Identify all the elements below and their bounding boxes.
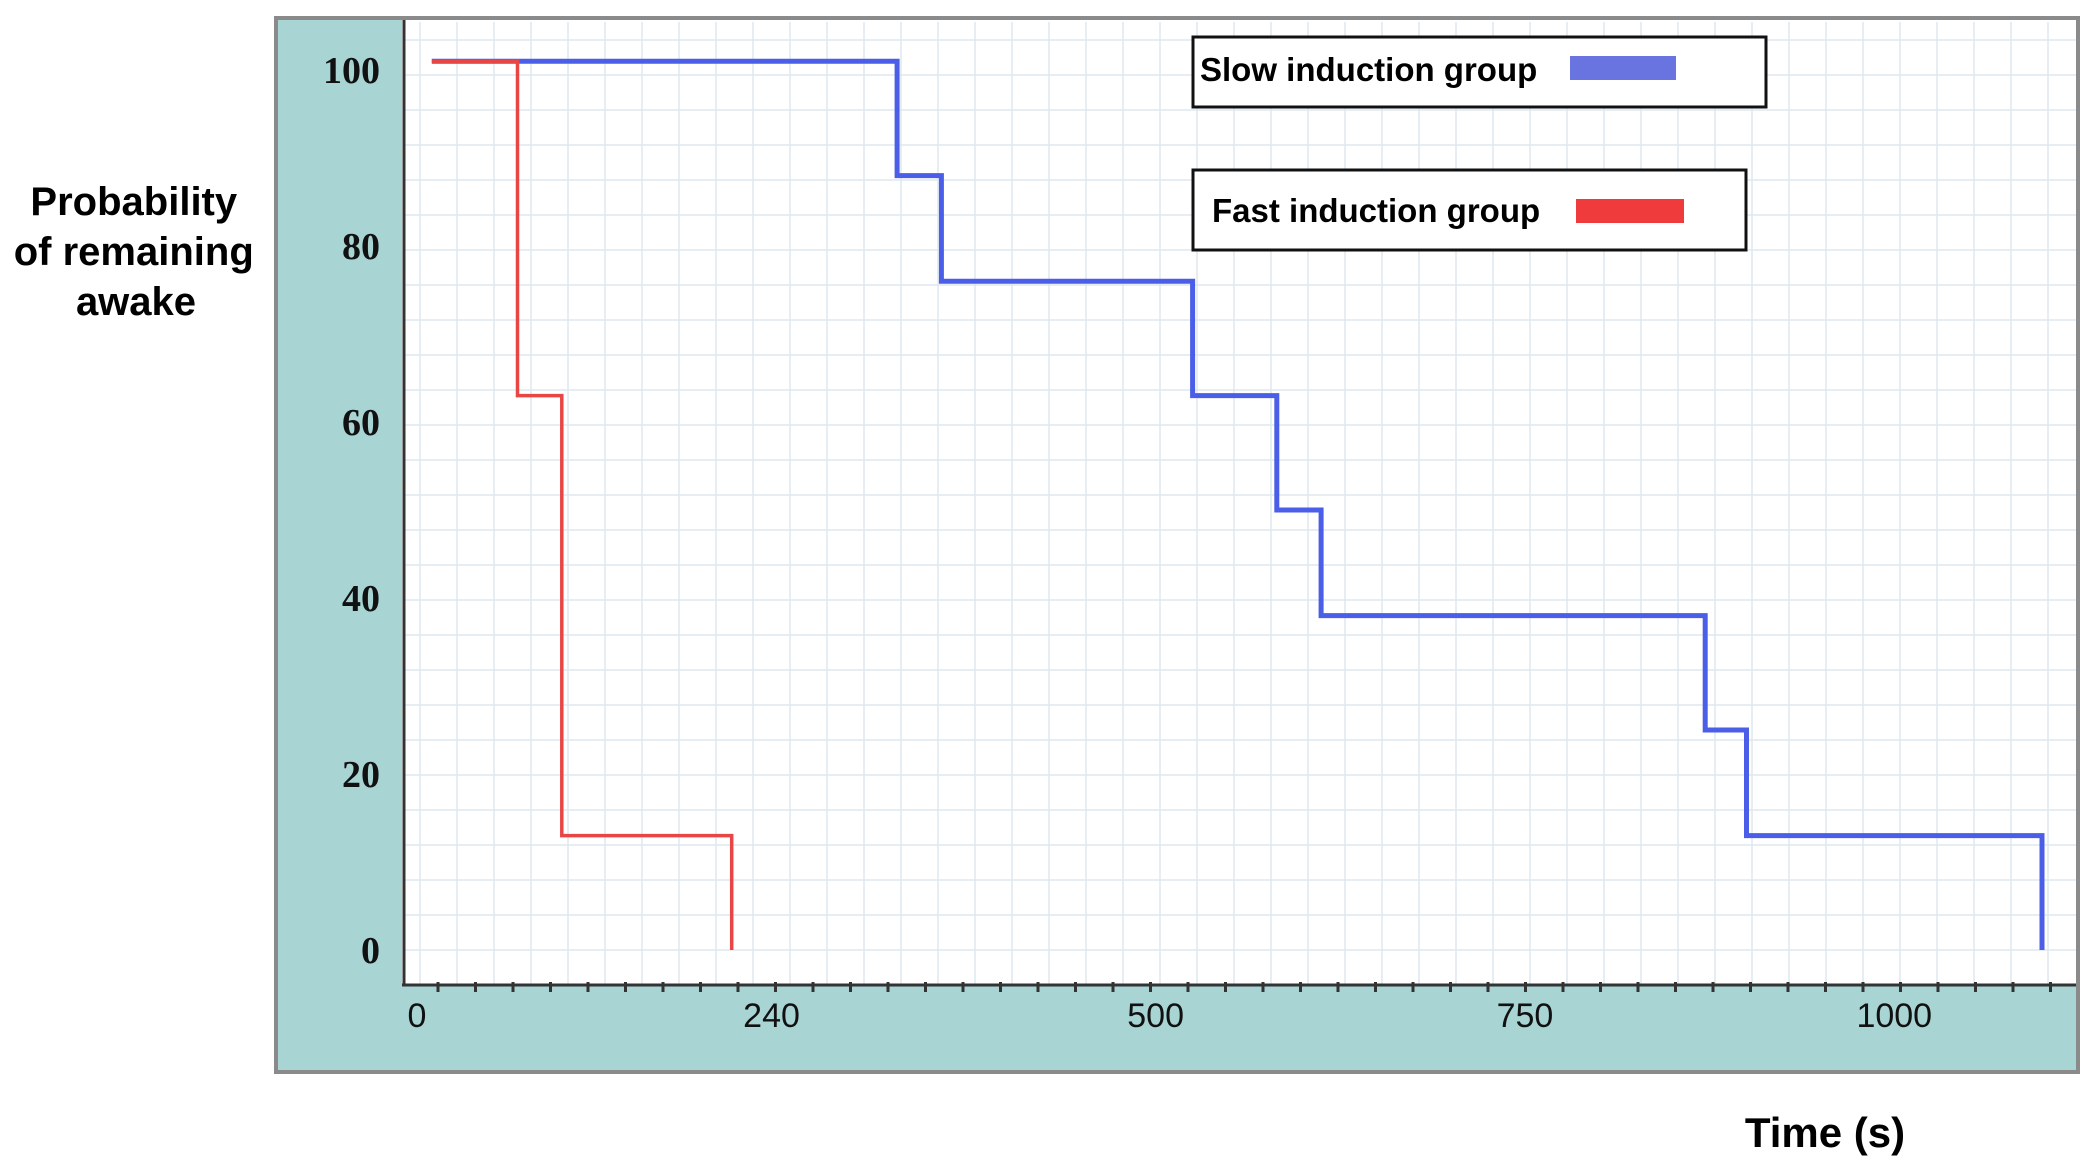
y-tick-label: 60 xyxy=(342,402,380,444)
y-tick-label: 80 xyxy=(342,226,380,268)
y-axis-title-line-3: awake xyxy=(76,280,196,324)
legend-label-slow: Slow induction group xyxy=(1200,51,1537,88)
y-axis-title-line-1: Probability xyxy=(30,180,237,224)
y-tick-label: 40 xyxy=(342,578,380,620)
x-tick-labels: 0 240 500 750 1000 xyxy=(408,997,1933,1035)
y-axis-title: Probability of remaining awake xyxy=(14,180,258,324)
y-tick-labels: 0 20 40 60 80 100 xyxy=(323,50,380,972)
x-tick-label: 1000 xyxy=(1856,997,1932,1035)
x-tick-label: 500 xyxy=(1127,997,1184,1035)
y-tick-label: 100 xyxy=(323,50,380,92)
y-tick-label: 20 xyxy=(342,754,380,796)
legend-swatch-slow xyxy=(1570,56,1676,80)
y-axis-title-line-2: of remaining xyxy=(14,230,254,274)
x-tick-label: 0 xyxy=(408,997,427,1035)
legend-entry-fast: Fast induction group xyxy=(1191,168,1748,252)
series-line-slow xyxy=(431,58,2045,950)
x-tick-label: 240 xyxy=(743,997,800,1035)
series xyxy=(431,58,2045,950)
legend-label-fast: Fast induction group xyxy=(1212,192,1540,229)
x-axis-band xyxy=(278,985,2076,1070)
x-axis-title: Time (s) xyxy=(1745,1109,1905,1156)
y-axis-band xyxy=(278,20,402,1070)
plot-area xyxy=(402,20,2076,985)
legend-entry-slow: Slow induction group xyxy=(1191,35,1768,109)
grid xyxy=(404,22,2076,985)
x-tick-marks xyxy=(436,982,2052,992)
y-tick-label: 0 xyxy=(361,930,380,972)
legend-swatch-fast xyxy=(1576,199,1684,223)
series-line-fast xyxy=(431,59,734,950)
x-tick-label: 750 xyxy=(1497,997,1554,1035)
